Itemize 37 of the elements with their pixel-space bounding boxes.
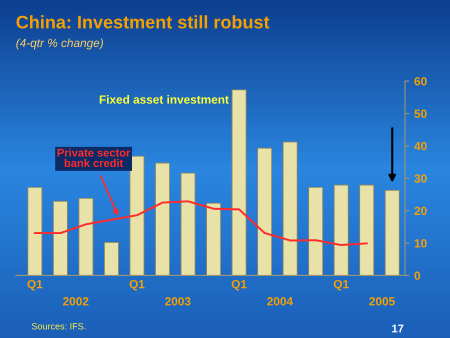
y-tick-label: 0	[414, 272, 420, 280]
bar	[78, 198, 94, 276]
bar	[27, 186, 42, 276]
text: 17	[392, 324, 404, 332]
chart-title: China: Investment still robust	[16, 15, 270, 29]
x-tick-label: Q1	[334, 280, 349, 291]
y-tick-label: 60	[414, 77, 427, 86]
bar	[282, 142, 298, 276]
x-tick-label: Q1	[28, 280, 42, 291]
y-tick-label: 20	[414, 206, 427, 216]
y-tick-label: 10	[414, 239, 427, 248]
bar	[359, 184, 374, 276]
y-tick-label: 50	[414, 110, 427, 118]
bar	[384, 190, 400, 276]
text: 2005	[369, 297, 395, 306]
bar	[334, 184, 349, 276]
text: 2002	[63, 297, 88, 306]
line-series	[34, 200, 368, 246]
bar	[52, 200, 68, 276]
chart-subtitle: (4-qtr % change)	[16, 38, 103, 50]
bar	[206, 202, 222, 276]
bar	[232, 89, 247, 276]
text: Private sector bank credit	[58, 148, 130, 168]
x-tick-label: Q1	[232, 280, 247, 291]
source-note: Sources: IFS.	[32, 323, 86, 330]
bar	[130, 156, 144, 276]
text: 2004	[267, 297, 293, 306]
x-tick-label: Q1	[130, 280, 145, 291]
series-label: Fixed asset investment	[100, 95, 229, 104]
y-tick-label: 40	[414, 142, 427, 150]
bar	[180, 172, 196, 276]
bar	[308, 186, 324, 276]
text: 2003	[165, 297, 191, 306]
bar	[257, 148, 272, 276]
y-tick-label: 30	[414, 174, 427, 183]
bar	[155, 162, 170, 276]
bar	[104, 242, 119, 276]
